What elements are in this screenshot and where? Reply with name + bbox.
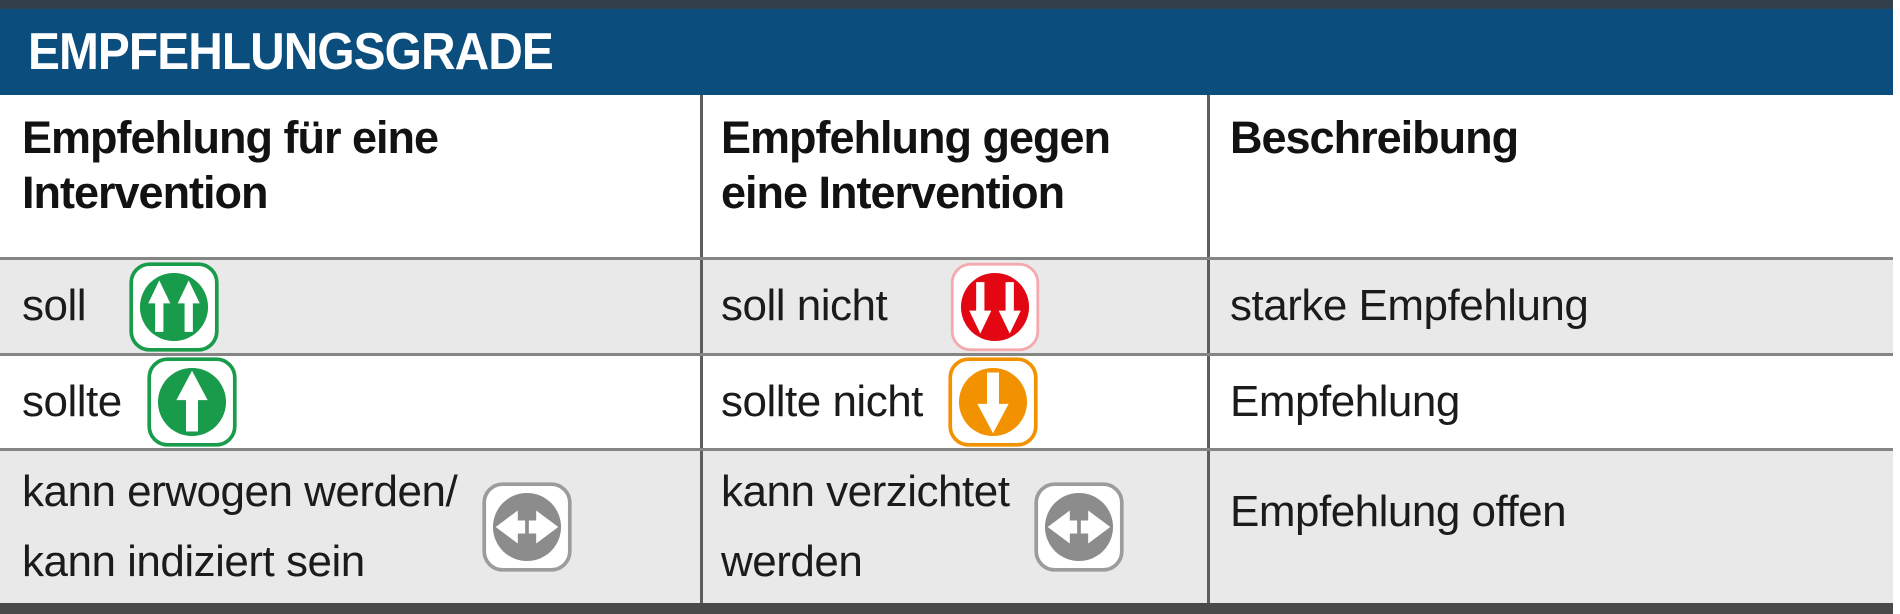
cell-kann-verzichtet-werden: kann verzichtet werden bbox=[700, 451, 1207, 603]
top-border-strip bbox=[0, 0, 1893, 9]
header-cell-against-intervention: Empfehlung gegen eine Intervention bbox=[700, 95, 1207, 257]
cell-sollte: sollte bbox=[0, 356, 700, 448]
table-title-bar: EMPFEHLUNGSGRADE bbox=[0, 9, 1893, 95]
label-kann-erwogen-werden: kann erwogen werden/ kann indiziert sein bbox=[22, 466, 458, 586]
label-empfehlung-offen: Empfehlung offen bbox=[1230, 487, 1567, 536]
table-row-strong-recommendation: soll soll nicht starke Empfehlung bbox=[0, 257, 1893, 353]
cell-empfehlung: Empfehlung bbox=[1207, 356, 1893, 448]
header-label-description: Beschreibung bbox=[1230, 112, 1519, 163]
label-soll-nicht: soll nicht bbox=[721, 281, 888, 331]
table-row-open-recommendation: kann erwogen werden/ kann indiziert sein… bbox=[0, 448, 1893, 603]
label-kann-verzichtet-werden: kann verzichtet werden bbox=[721, 466, 1010, 586]
label-sollte-nicht: sollte nicht bbox=[721, 376, 923, 426]
cell-kann-erwogen-werden: kann erwogen werden/ kann indiziert sein bbox=[0, 451, 700, 603]
down-arrow-icon bbox=[947, 356, 1039, 448]
double-up-arrow-icon bbox=[128, 261, 220, 353]
header-label-against-intervention: Empfehlung gegen eine Intervention bbox=[721, 112, 1111, 218]
cell-empfehlung-offen: Empfehlung offen bbox=[1207, 451, 1893, 603]
left-right-arrow-icon bbox=[481, 481, 573, 573]
cell-soll-nicht: soll nicht bbox=[700, 260, 1207, 353]
label-empfehlung: Empfehlung bbox=[1230, 376, 1460, 426]
header-cell-description: Beschreibung bbox=[1207, 95, 1893, 257]
table-row-recommendation: sollte sollte nicht Empfehlung bbox=[0, 353, 1893, 448]
table-header-row: Empfehlung für eine Intervention Empfehl… bbox=[0, 95, 1893, 257]
cell-soll: soll bbox=[0, 260, 700, 353]
header-label-for-intervention: Empfehlung für eine Intervention bbox=[22, 112, 439, 218]
label-sollte: sollte bbox=[22, 376, 122, 426]
cell-sollte-nicht: sollte nicht bbox=[700, 356, 1207, 448]
cell-starke-empfehlung: starke Empfehlung bbox=[1207, 260, 1893, 353]
label-soll: soll bbox=[22, 281, 87, 331]
up-arrow-icon bbox=[146, 356, 238, 448]
header-cell-for-intervention: Empfehlung für eine Intervention bbox=[0, 95, 700, 257]
bottom-border-strip bbox=[0, 603, 1893, 614]
double-down-arrow-icon bbox=[949, 261, 1041, 353]
label-starke-empfehlung: starke Empfehlung bbox=[1230, 281, 1589, 331]
left-right-arrow-icon bbox=[1033, 481, 1125, 573]
table-title: EMPFEHLUNGSGRADE bbox=[28, 23, 554, 81]
